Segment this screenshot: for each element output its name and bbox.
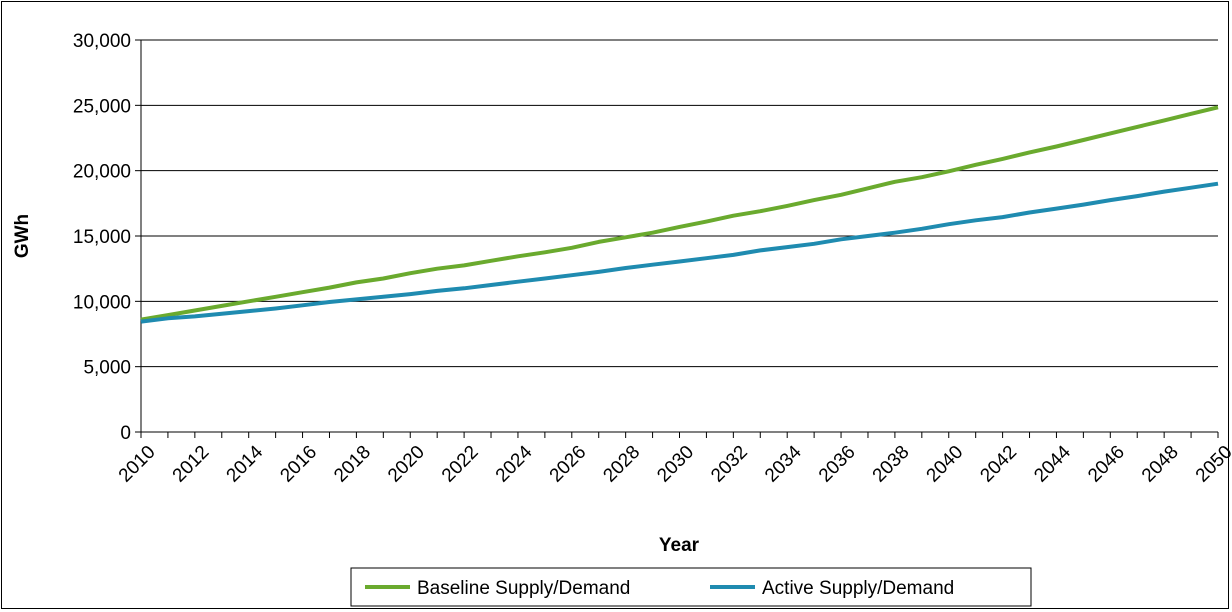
x-tick-label: 2034 <box>761 441 806 486</box>
x-tick-label: 2026 <box>546 442 591 487</box>
y-tick-label: 5,000 <box>83 358 131 379</box>
legend-box <box>350 567 1032 607</box>
x-tick-label: 2046 <box>1084 442 1129 487</box>
x-tick-label: 2010 <box>115 442 160 487</box>
series-line-1 <box>140 181 1219 324</box>
x-tick-label: 2020 <box>384 442 429 487</box>
x-tick-label: 2024 <box>492 441 537 486</box>
x-tick-label: 2040 <box>923 442 968 487</box>
gridlines <box>141 39 1218 368</box>
legend: Baseline Supply/Demand Active Supply/Dem… <box>350 567 1032 607</box>
legend-label-baseline: Baseline Supply/Demand <box>417 578 630 599</box>
x-tick-label: 2030 <box>653 442 698 487</box>
x-tick-label: 2016 <box>276 442 321 487</box>
series-lines <box>140 105 1219 324</box>
y-tick-label: 0 <box>120 423 131 444</box>
x-tick-label: 2022 <box>438 442 483 487</box>
y-tick-label: 30,000 <box>73 31 131 52</box>
x-tick-label: 2044 <box>1030 441 1075 486</box>
x-tick-label: 2042 <box>976 442 1021 487</box>
x-tick-label: 2028 <box>599 442 644 487</box>
x-tick-label: 2014 <box>223 441 268 486</box>
x-tick-label: 2012 <box>169 442 214 487</box>
y-tick-label: 25,000 <box>73 96 131 117</box>
x-tick-label: 2032 <box>707 442 752 487</box>
x-tick-label: 2018 <box>330 442 375 487</box>
series-line-0 <box>140 105 1219 322</box>
y-tick-label: 10,000 <box>73 292 131 313</box>
y-axis-title: GWh <box>12 214 33 258</box>
x-axis-title: Year <box>659 535 700 556</box>
y-tick-label: 20,000 <box>73 162 131 183</box>
x-tick-label: 2036 <box>815 442 860 487</box>
x-tick-label: 2038 <box>869 442 914 487</box>
x-tick-label: 2048 <box>1138 442 1183 487</box>
y-axis-tick-labels: 0 5,000 10,000 15,000 20,000 25,000 30,000 <box>73 31 131 444</box>
y-tick-label: 15,000 <box>73 227 131 248</box>
x-axis-tick-labels: 2010 2012 2014 2016 2018 2020 2022 2024 2026 2028… <box>115 441 1232 486</box>
axes <box>135 39 1219 438</box>
x-tick-label: 2050 <box>1192 442 1232 487</box>
legend-label-active: Active Supply/Demand <box>762 578 954 599</box>
